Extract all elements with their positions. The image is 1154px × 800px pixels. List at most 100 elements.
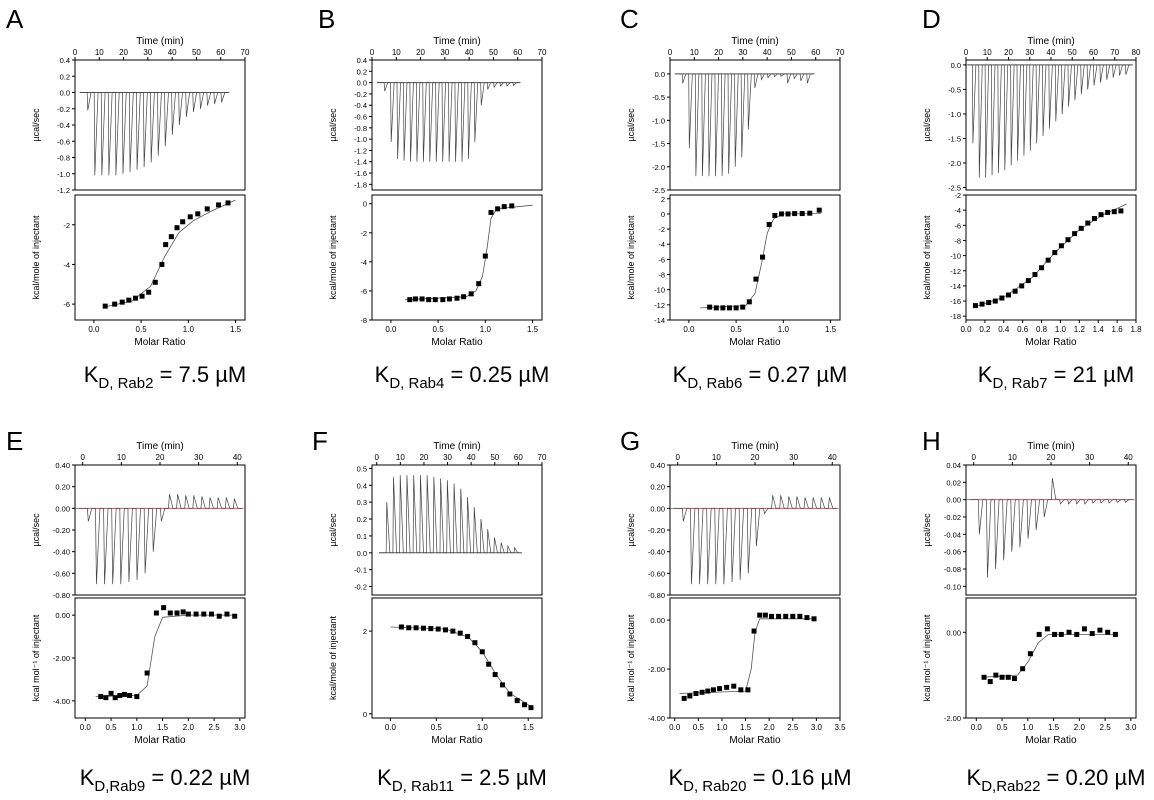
isotherm-data-point	[1020, 666, 1026, 672]
isotherm-data-point	[163, 242, 169, 248]
isotherm-data-point	[757, 612, 763, 618]
power-tick-label: 0.5	[357, 464, 367, 473]
molar-ratio-tick-label: 1.5	[527, 325, 539, 334]
enthalpy-tick-label: -2.00	[648, 665, 665, 674]
molar-ratio-axis-title: Molar Ratio	[134, 735, 186, 746]
isotherm-data-point	[398, 624, 404, 630]
isotherm-frame	[965, 194, 1137, 321]
isotherm-data-point	[174, 610, 180, 616]
isotherm-fit-curve	[973, 203, 1127, 308]
isotherm-data-point	[1065, 237, 1071, 243]
enthalpy-tick-label: 2	[661, 195, 665, 204]
panel-E: E Time (min) 0 10 20 30 40 0.40 0.20 0.00 -0.20 -0.…	[6, 426, 250, 795]
isotherm-data-point	[152, 279, 158, 285]
kd-prefix: K	[375, 362, 390, 387]
enthalpy-tick-label: -2	[360, 229, 367, 238]
time-tick-label: 80	[1132, 48, 1141, 57]
isotherm-data-point	[1072, 231, 1078, 237]
isotherm-data-point	[769, 613, 775, 619]
isotherm-data-point	[224, 611, 230, 617]
molar-ratio-tick-label: 0.5	[731, 325, 743, 334]
enthalpy-tick-label: -2	[63, 221, 70, 230]
power-axis-title: µcal/sec	[626, 108, 636, 142]
time-tick-label: 20	[751, 453, 760, 462]
isotherm-data-point	[457, 630, 463, 636]
isotherm-data-point	[727, 305, 732, 311]
isotherm-data-point	[1058, 243, 1064, 249]
time-tick-label: 50	[192, 48, 201, 57]
enthalpy-tick-label: -14	[654, 316, 665, 325]
molar-ratio-tick-label: 2.5	[209, 723, 221, 732]
time-tick-label: 10	[117, 453, 126, 462]
isotherm-data-point	[121, 691, 127, 697]
isotherm-data-point	[1036, 631, 1042, 637]
power-tick-label: 0.4	[357, 481, 367, 490]
time-axis-title: Time (min)	[433, 36, 480, 47]
isotherm-data-point	[509, 203, 515, 209]
kd-label: KD, Rab6 = 0.27 µM	[673, 362, 848, 392]
time-axis-title: Time (min)	[433, 441, 480, 452]
isotherm-data-point	[216, 613, 222, 619]
molar-ratio-tick-label: 2.5	[787, 723, 799, 732]
molar-ratio-tick-label: 1.0	[183, 325, 195, 334]
time-tick-label: 60	[811, 48, 820, 57]
power-tick-label: -1.8	[354, 180, 367, 189]
panel-letter: F	[312, 426, 328, 456]
isotherm-data-point	[407, 297, 413, 303]
isotherm-data-point	[681, 695, 687, 701]
enthalpy-axis-title: kcal/mole of injectant	[328, 215, 338, 300]
isotherm-data-point	[209, 611, 215, 617]
isotherm-data-point	[816, 207, 822, 213]
kd-subscript: D, Rab4	[389, 375, 444, 392]
isotherm-data-point	[420, 625, 426, 631]
isotherm-data-point	[112, 695, 118, 701]
isotherm-data-point	[1111, 209, 1117, 215]
molar-ratio-tick-label: 1.0	[477, 723, 489, 732]
isotherm-data-point	[522, 702, 528, 708]
thermogram-frame	[965, 464, 1137, 596]
enthalpy-tick-label: -4	[360, 258, 367, 267]
time-tick-label: 10	[95, 48, 104, 57]
isotherm-data-point	[999, 674, 1005, 680]
power-axis-title: µcal/sec	[31, 108, 41, 142]
thermogram-trace	[966, 477, 1133, 578]
isotherm-data-point	[797, 613, 803, 619]
enthalpy-tick-label: -14	[950, 282, 961, 291]
molar-ratio-tick-label: 0.0	[80, 723, 92, 732]
kd-unit: µM	[1114, 765, 1145, 790]
isotherm-data-point	[446, 296, 452, 302]
isotherm-data-point	[127, 693, 133, 698]
panel-letter: E	[6, 426, 23, 456]
kd-value: = 0.25	[444, 362, 518, 387]
time-tick-label: 50	[787, 48, 796, 57]
panel-A: A Time (min) 0 10 20 30 40 50 60 70 0.4 0.2 0.0 -0.2 -…	[6, 4, 250, 392]
power-tick-label: 0.2	[357, 515, 367, 524]
kd-prefix: K	[978, 362, 993, 387]
isotherm-data-point	[426, 297, 432, 303]
enthalpy-tick-label: -12	[950, 267, 961, 276]
time-tick-label: 20	[416, 48, 425, 57]
power-tick-label: -1.4	[354, 158, 367, 167]
isotherm-data-point	[746, 299, 752, 305]
power-tick-label: 0.02	[946, 478, 961, 487]
power-tick-label: -0.60	[53, 569, 70, 578]
time-tick-label: 20	[419, 453, 428, 462]
molar-ratio-tick-label: 1.0	[716, 723, 728, 732]
power-tick-label: 0.0	[357, 549, 367, 558]
time-tick-label: 70	[538, 48, 547, 57]
thermogram-trace	[75, 494, 242, 585]
isotherm-data-point	[461, 294, 467, 300]
power-tick-label: 0.0	[357, 79, 367, 88]
kd-value: = 0.22	[145, 765, 219, 790]
molar-ratio-axis-title: Molar Ratio	[729, 735, 781, 746]
kd-value: = 0.27	[742, 362, 816, 387]
isotherm-data-point	[981, 674, 987, 680]
molar-ratio-tick-label: 0.5	[433, 325, 445, 334]
molar-ratio-tick-label: 1.0	[480, 325, 492, 334]
isotherm-data-point	[440, 297, 446, 303]
enthalpy-tick-label: -2	[954, 191, 961, 200]
power-tick-label: -0.80	[648, 591, 665, 600]
power-axis-title: µcal/sec	[328, 513, 338, 547]
enthalpy-tick-label: -4.00	[648, 714, 665, 723]
molar-ratio-tick-label: 1.0	[131, 723, 143, 732]
